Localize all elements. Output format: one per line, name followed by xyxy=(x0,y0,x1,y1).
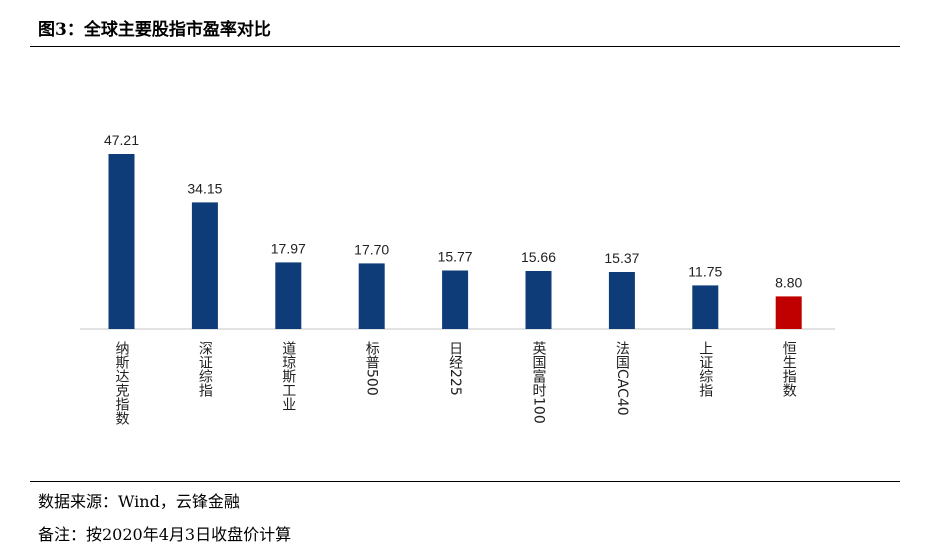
bar-3 xyxy=(358,263,385,329)
chart-title: 图3：全球主要股指市盈率对比 xyxy=(38,20,271,40)
bar-6 xyxy=(608,272,635,329)
category-label-2: 道琼斯工业 xyxy=(280,341,296,411)
category-label-5: 英国富时100 xyxy=(531,340,547,423)
value-label-2: 17.97 xyxy=(271,240,306,256)
footer-divider xyxy=(30,481,900,482)
bar-5 xyxy=(525,271,552,329)
value-label-1: 34.15 xyxy=(187,180,222,196)
title-divider xyxy=(30,46,900,47)
value-label-8: 8.80 xyxy=(775,274,802,290)
category-label-7: 上证综指 xyxy=(697,341,713,397)
category-label-6: 法国CAC40 xyxy=(614,341,630,416)
value-label-7: 11.75 xyxy=(688,263,722,279)
data-source: 数据来源：Wind，云锋金融 xyxy=(38,492,240,511)
category-label-0: 纳斯达克指数 xyxy=(114,341,130,425)
value-label-4: 15.77 xyxy=(438,249,473,265)
bar-0 xyxy=(108,154,135,329)
bar-1 xyxy=(191,202,218,329)
bar-2 xyxy=(275,262,302,329)
value-label-6: 15.37 xyxy=(604,250,639,266)
bar-8 xyxy=(775,296,802,329)
bar-7 xyxy=(692,285,719,329)
category-label-8: 恒生指数 xyxy=(781,341,797,397)
footnote: 备注：按2020年4月3日收盘价计算 xyxy=(38,525,292,544)
category-label-4: 日经225 xyxy=(447,341,463,396)
value-label-3: 17.70 xyxy=(354,241,389,257)
category-label-1: 深证综指 xyxy=(197,341,213,397)
bar-4 xyxy=(442,270,469,329)
value-label-0: 47.21 xyxy=(104,132,139,148)
value-label-5: 15.66 xyxy=(521,249,556,265)
category-label-3: 标普500 xyxy=(364,341,380,396)
bar-chart: 47.21 纳斯达克指数 34.15 深证综指 17.97 道琼斯工业 17.70 标普500… xyxy=(80,132,835,425)
